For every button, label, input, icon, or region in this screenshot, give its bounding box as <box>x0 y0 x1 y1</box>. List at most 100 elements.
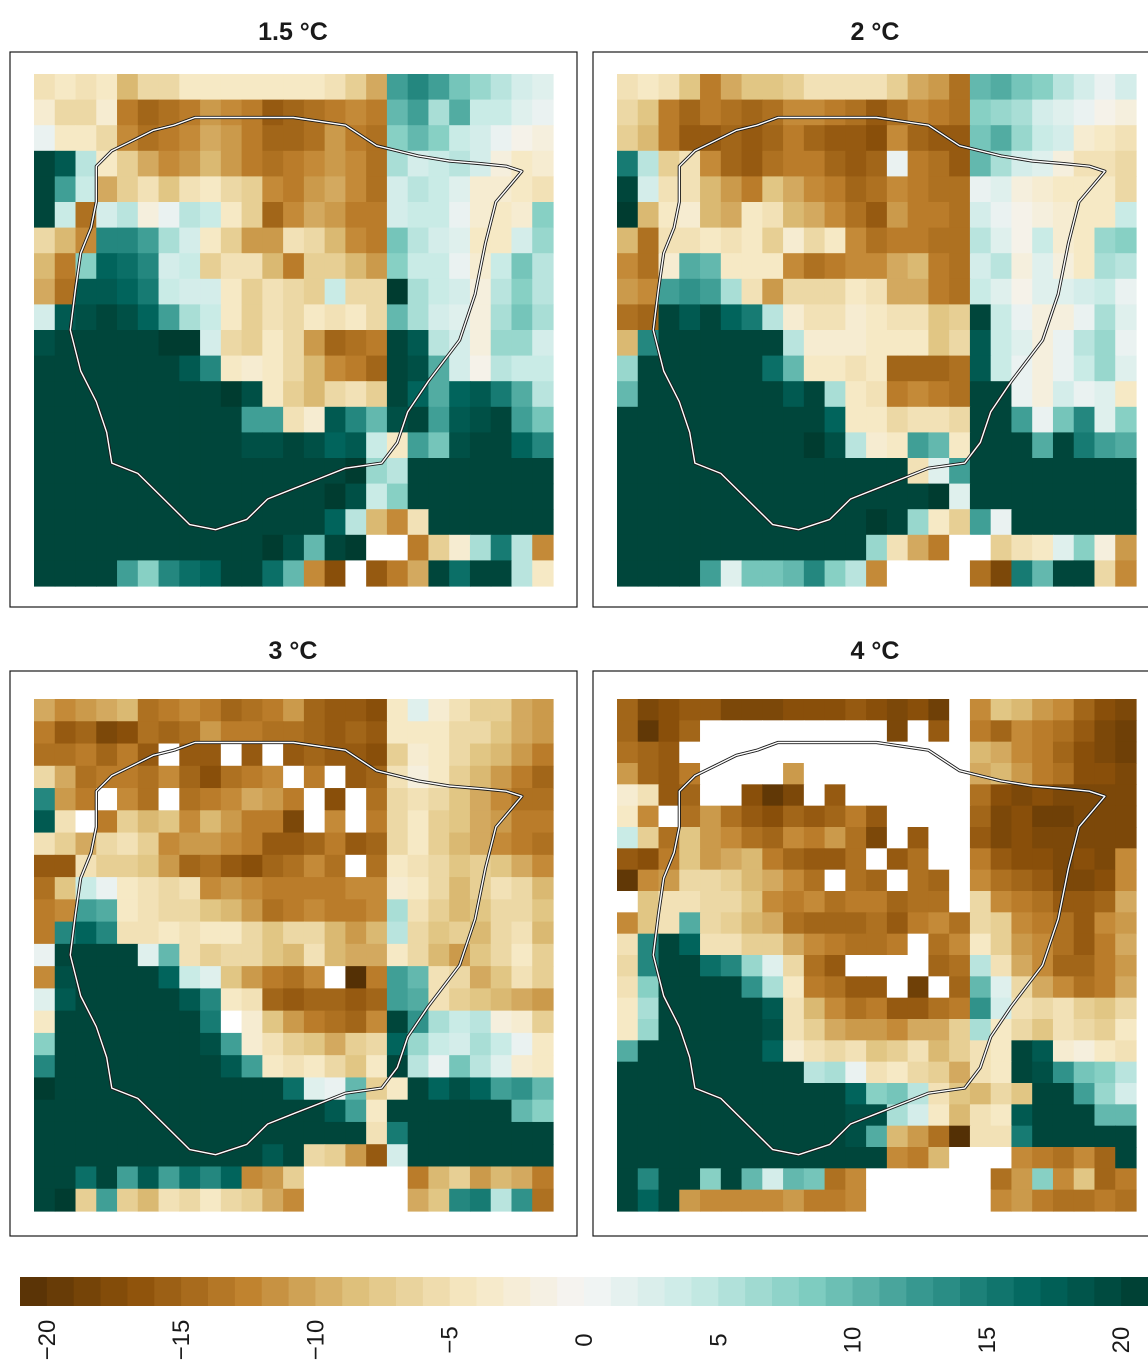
grid-cell <box>428 921 450 945</box>
grid-cell <box>824 330 846 357</box>
grid-cell <box>407 253 430 280</box>
grid-cell <box>803 891 826 913</box>
grid-cell <box>366 560 388 587</box>
grid-cell <box>324 253 346 280</box>
grid-cell <box>386 253 409 280</box>
grid-cell <box>179 1077 201 1101</box>
colorbar-segment <box>691 1277 719 1306</box>
grid-cell <box>449 1121 471 1145</box>
grid-cell <box>824 406 846 433</box>
grid-cell <box>179 381 201 408</box>
grid-cell <box>428 432 450 459</box>
grid-cell <box>158 74 180 101</box>
grid-cell <box>741 976 763 999</box>
grid-cell <box>75 1188 97 1212</box>
grid-cell <box>366 1144 388 1168</box>
grid-cell <box>200 988 222 1012</box>
grid-cell <box>949 1168 971 1191</box>
grid-cell <box>220 854 243 878</box>
grid-cell <box>366 202 388 229</box>
grid-cell <box>886 976 909 999</box>
grid-cell <box>886 891 909 913</box>
grid-cell <box>907 125 929 152</box>
grid-cell <box>511 534 533 561</box>
grid-cell <box>803 1019 826 1041</box>
grid-cell <box>1032 381 1054 408</box>
grid-cell <box>637 869 660 892</box>
grid-cell <box>283 125 305 152</box>
grid-cell <box>532 943 554 967</box>
grid-cell <box>200 721 222 745</box>
grid-cell <box>762 976 784 999</box>
grid-cell <box>179 330 201 357</box>
grid-cell <box>96 150 118 177</box>
grid-cell <box>54 483 77 510</box>
grid-cell <box>949 1019 971 1041</box>
grid-cell <box>117 278 139 305</box>
grid-cell <box>428 1144 450 1168</box>
grid-cell <box>1032 1019 1054 1041</box>
grid-cell <box>700 1189 722 1212</box>
grid-cell <box>928 330 950 357</box>
grid-cell <box>762 406 784 433</box>
grid-cell <box>449 921 471 945</box>
grid-cell <box>824 458 846 485</box>
grid-cell <box>803 997 826 1020</box>
grid-cell <box>969 227 992 254</box>
grid-cell <box>283 560 305 587</box>
grid-cell <box>303 877 326 900</box>
grid-cell <box>1094 741 1116 764</box>
grid-cell <box>990 304 1013 331</box>
grid-cell <box>658 176 680 203</box>
grid-cell <box>303 832 326 856</box>
grid-cell <box>241 877 263 900</box>
grid-cell <box>179 150 201 177</box>
grid-cell <box>845 1083 867 1105</box>
grid-cell <box>1094 483 1116 510</box>
grid-cell <box>96 458 118 485</box>
grid-cell <box>762 912 784 935</box>
grid-cell <box>428 1032 450 1056</box>
grid-cell <box>75 534 97 561</box>
grid-cell <box>366 381 388 408</box>
colorbar-segment <box>637 1277 666 1306</box>
grid-cell <box>824 891 846 913</box>
grid-cell <box>386 99 409 126</box>
grid-cell <box>949 741 971 764</box>
grid-cell <box>990 805 1013 828</box>
grid-cell <box>303 765 326 789</box>
grid-cell <box>803 1125 826 1148</box>
grid-cell <box>990 509 1013 536</box>
grid-cell <box>1115 997 1137 1020</box>
grid-cell <box>803 1189 826 1212</box>
grid-cell <box>262 788 284 811</box>
grid-cell <box>762 720 784 743</box>
grid-cell <box>741 955 763 977</box>
grid-cell <box>179 227 201 254</box>
grid-cell <box>220 253 243 280</box>
grid-cell <box>637 997 660 1020</box>
grid-cell <box>428 483 450 510</box>
grid-cell <box>490 1166 513 1190</box>
grid-cell <box>700 1147 722 1169</box>
grid-cell <box>366 966 388 989</box>
grid-cell <box>490 253 513 280</box>
colorbar-segment <box>422 1277 451 1306</box>
grid-cell <box>179 943 201 967</box>
grid-cell <box>886 1083 909 1105</box>
grid-cell <box>158 99 180 126</box>
grid-cell <box>324 74 346 101</box>
grid-cell <box>490 743 513 767</box>
grid-cell <box>866 699 888 721</box>
grid-cell <box>1094 699 1116 721</box>
grid-cell <box>241 943 263 967</box>
grid-cell <box>241 432 263 459</box>
grid-cell <box>824 176 846 203</box>
grid-cell <box>200 1121 222 1145</box>
grid-cell <box>700 1104 722 1127</box>
grid-cell <box>137 721 160 745</box>
grid-cell <box>720 560 743 587</box>
grid-cell <box>532 1099 554 1123</box>
grid-cell <box>200 832 222 856</box>
grid-cell <box>637 741 660 764</box>
